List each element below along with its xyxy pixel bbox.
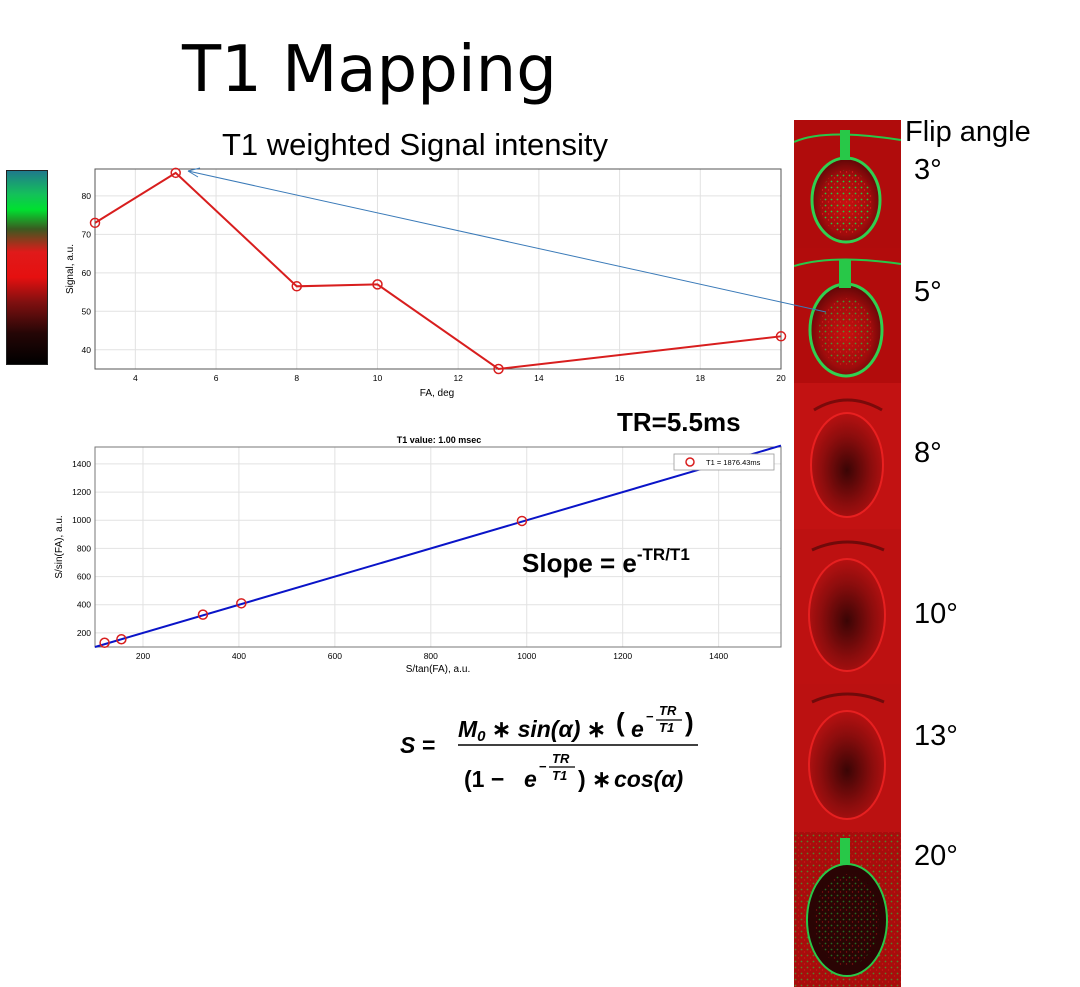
svg-text:−: − xyxy=(539,759,547,774)
x-tick-label: 10 xyxy=(373,373,383,383)
y-tick-label: 50 xyxy=(82,306,92,316)
svg-text:e: e xyxy=(631,716,644,742)
data-point xyxy=(99,637,110,649)
x-tick-label: 200 xyxy=(136,651,150,661)
svg-text:TR: TR xyxy=(552,751,570,766)
y-tick-label: 60 xyxy=(82,268,92,278)
data-point xyxy=(197,609,209,620)
x-tick-label: 8 xyxy=(294,373,299,383)
data-point xyxy=(372,279,383,290)
flip-angle-label-5: 5° xyxy=(914,276,942,308)
svg-text:e: e xyxy=(524,766,537,792)
plot-area-frame-2 xyxy=(94,446,782,648)
mri-image-strip xyxy=(794,120,901,987)
signal-equation: S = M0 ∗ sin(α) ∗ ( e − TR T1 ) (1 − e −… xyxy=(400,703,698,792)
y-tick-label: 40 xyxy=(82,345,92,355)
tr-label: TR=5.5ms xyxy=(617,407,741,437)
x-tick-label: 4 xyxy=(133,373,138,383)
mri-panel-13deg xyxy=(794,684,901,832)
mri-panel-3deg xyxy=(794,120,901,248)
mri-panel-20deg xyxy=(794,832,901,987)
y-tick-label: 1000 xyxy=(72,515,91,525)
svg-text:T1: T1 xyxy=(659,720,674,735)
plot-area-frame xyxy=(94,168,782,370)
y-tick-label: 1200 xyxy=(72,487,91,497)
flip-angle-label-3: 3° xyxy=(914,154,942,186)
x-tick-label: 16 xyxy=(615,373,625,383)
svg-text:(: ( xyxy=(616,707,625,737)
svg-text:TR: TR xyxy=(659,703,677,718)
mri-panel-8deg xyxy=(794,383,901,529)
x-tick-label: 1400 xyxy=(709,651,728,661)
data-point xyxy=(116,634,127,645)
series-line xyxy=(94,171,782,371)
svg-text:(1 −: (1 − xyxy=(464,766,504,792)
x-axis-label: FA, deg xyxy=(420,388,454,399)
flip-angle-label-20: 20° xyxy=(914,840,958,872)
y-tick-label: 800 xyxy=(77,543,91,553)
x-tick-label: 6 xyxy=(214,373,219,383)
data-point xyxy=(516,515,528,527)
chart-fit-title: T1 value: 1.00 msec xyxy=(397,435,482,445)
x-axis-label-2: S/tan(FA), a.u. xyxy=(406,664,470,675)
flip-angle-title: Flip angle xyxy=(905,116,1031,148)
slope-label: Slope = e-TR/T1 xyxy=(522,545,690,579)
flip-angle-label-8: 8° xyxy=(914,437,942,469)
x-tick-label: 800 xyxy=(424,651,438,661)
data-point xyxy=(291,281,303,292)
data-point xyxy=(170,167,181,179)
flip-angle-label-10: 10° xyxy=(914,598,958,630)
chart-linear-fit: T1 value: 1.00 msec 200 400 600 800 1000 1200… xyxy=(54,435,782,675)
data-point xyxy=(493,363,504,375)
svg-text:cos(α): cos(α) xyxy=(614,766,683,792)
data-point xyxy=(236,598,247,609)
y-tick-label: 80 xyxy=(82,191,92,201)
legend-marker xyxy=(685,457,695,467)
x-tick-label: 14 xyxy=(534,373,544,383)
slope-exponent: -TR/T1 xyxy=(636,545,690,564)
svg-text:=: = xyxy=(422,732,435,758)
colorbar xyxy=(6,170,48,365)
svg-text:−: − xyxy=(646,709,654,724)
x-tick-label: 20 xyxy=(776,373,786,383)
y-axis-label-2: S/sin(FA), a.u. xyxy=(54,515,65,578)
y-axis-label: Signal, a.u. xyxy=(65,244,76,294)
svg-text:): ) xyxy=(685,707,694,737)
x-tick-label: 18 xyxy=(696,373,706,383)
x-tick-label: 1000 xyxy=(517,651,536,661)
y-tick-label: 70 xyxy=(82,229,92,239)
x-tick-label: 1200 xyxy=(613,651,632,661)
y-tick-label: 200 xyxy=(77,628,91,638)
flip-angle-label-13: 13° xyxy=(914,720,958,752)
legend: T1 = 1876.43ms xyxy=(673,453,775,471)
y-tick-label: 600 xyxy=(77,572,91,582)
legend-entry: T1 = 1876.43ms xyxy=(706,458,761,467)
fit-line xyxy=(94,444,782,648)
x-tick-label: 600 xyxy=(328,651,342,661)
slide-title: T1 Mapping xyxy=(182,33,557,107)
data-point xyxy=(775,331,787,342)
svg-text:) ∗: ) ∗ xyxy=(578,766,611,792)
x-tick-label: 12 xyxy=(453,373,463,383)
mri-panel-5deg xyxy=(794,248,901,383)
svg-text:T1: T1 xyxy=(552,768,567,783)
y-tick-label: 1400 xyxy=(72,459,91,469)
svg-text:S: S xyxy=(400,732,416,758)
x-tick-label: 400 xyxy=(232,651,246,661)
mri-panel-10deg xyxy=(794,529,901,684)
y-tick-label: 400 xyxy=(77,600,91,610)
data-point xyxy=(89,217,101,229)
chart-signal-title: T1 weighted Signal intensity xyxy=(222,127,609,162)
slope-prefix: Slope = e xyxy=(522,548,637,578)
